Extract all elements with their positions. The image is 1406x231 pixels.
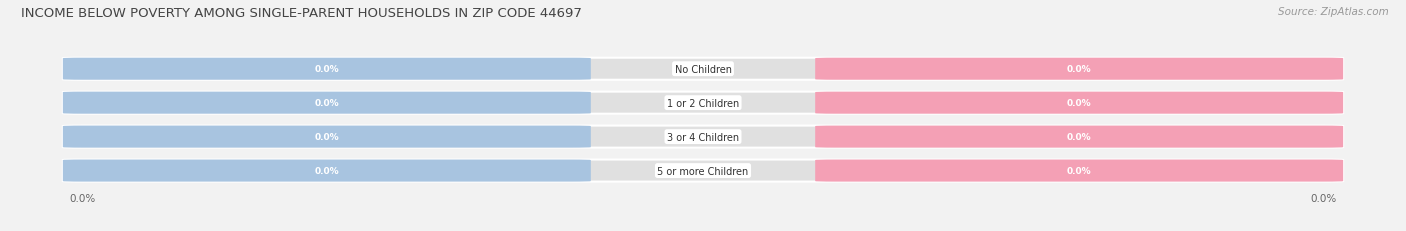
FancyBboxPatch shape — [63, 92, 1343, 114]
Text: 0.0%: 0.0% — [315, 99, 339, 108]
Text: Source: ZipAtlas.com: Source: ZipAtlas.com — [1278, 7, 1389, 17]
Text: INCOME BELOW POVERTY AMONG SINGLE-PARENT HOUSEHOLDS IN ZIP CODE 44697: INCOME BELOW POVERTY AMONG SINGLE-PARENT… — [21, 7, 582, 20]
FancyBboxPatch shape — [63, 126, 1343, 148]
FancyBboxPatch shape — [63, 58, 591, 80]
Text: 0.0%: 0.0% — [1067, 99, 1091, 108]
FancyBboxPatch shape — [63, 58, 1343, 80]
Text: 0.0%: 0.0% — [1067, 133, 1091, 142]
FancyBboxPatch shape — [815, 160, 1343, 182]
FancyBboxPatch shape — [63, 126, 591, 148]
Text: 5 or more Children: 5 or more Children — [658, 166, 748, 176]
FancyBboxPatch shape — [63, 92, 591, 114]
Text: 0.0%: 0.0% — [315, 65, 339, 74]
FancyBboxPatch shape — [63, 160, 591, 182]
Text: 1 or 2 Children: 1 or 2 Children — [666, 98, 740, 108]
Text: 0.0%: 0.0% — [315, 166, 339, 175]
Text: No Children: No Children — [675, 64, 731, 74]
Text: 0.0%: 0.0% — [1067, 166, 1091, 175]
Text: 0.0%: 0.0% — [315, 133, 339, 142]
FancyBboxPatch shape — [815, 126, 1343, 148]
FancyBboxPatch shape — [63, 160, 1343, 182]
Text: 0.0%: 0.0% — [1067, 65, 1091, 74]
FancyBboxPatch shape — [815, 58, 1343, 80]
Text: 3 or 4 Children: 3 or 4 Children — [666, 132, 740, 142]
FancyBboxPatch shape — [815, 92, 1343, 114]
